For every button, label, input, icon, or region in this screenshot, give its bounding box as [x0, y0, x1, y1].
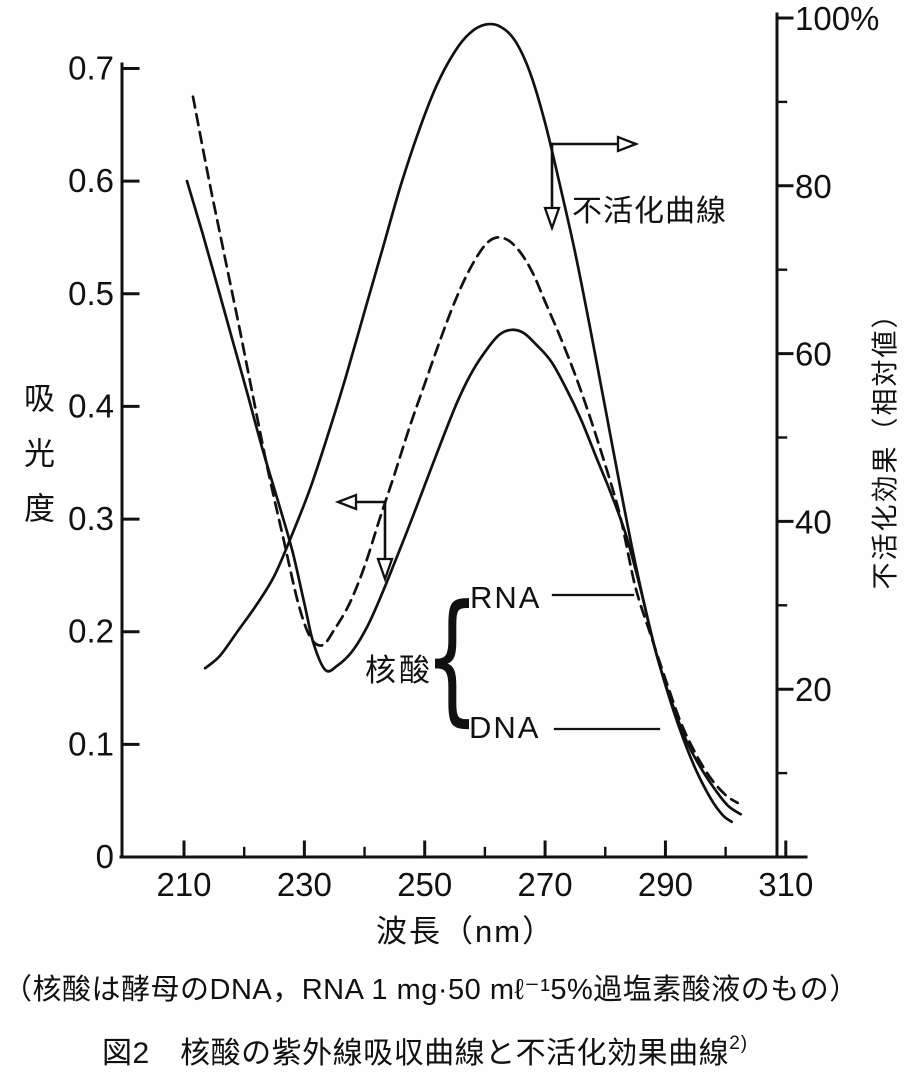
- inactivation-curve-label: 不活化曲線: [572, 195, 727, 228]
- y-left-tick-label: 0.1: [68, 725, 114, 762]
- dna-label: DNA: [469, 710, 541, 745]
- x-tick-label: 210: [156, 866, 211, 903]
- x-tick-label: 310: [758, 866, 813, 903]
- y-left-tick-label: 0.3: [68, 500, 114, 537]
- x-tick-label: 250: [397, 866, 452, 903]
- y-right-axis-title: 不活化効果（相対値）: [870, 299, 901, 590]
- figure-caption-text: 図2 核酸の紫外線吸収曲線と不活化効果曲線: [102, 1037, 730, 1070]
- absorbance-down-arrowhead: [376, 557, 394, 583]
- y-right-tick-label: 40: [795, 503, 832, 540]
- y-right-tick-label: 20: [795, 671, 832, 708]
- y-right-tick-label: 80: [795, 168, 832, 205]
- y-left-tick-label: 0.2: [68, 613, 114, 650]
- inactivation-right-arrowhead: [616, 135, 640, 153]
- y-right-tick-label: 100%: [795, 0, 879, 37]
- inactivation-down-arrowhead: [543, 206, 561, 232]
- x-axis-title: 波長（nm）: [376, 914, 556, 949]
- x-tick-label: 290: [638, 866, 693, 903]
- y-left-tick-label: 0.5: [68, 275, 114, 312]
- x-tick-label: 230: [277, 866, 332, 903]
- y-left-tick-label: 0: [96, 838, 114, 875]
- rna-curve: [191, 95, 740, 805]
- rna-label: RNA: [470, 580, 542, 615]
- y-left-axis-title: 吸光度: [19, 382, 54, 547]
- y-left-tick-label: 0.7: [68, 49, 114, 86]
- figure-note: （核酸は酵母のDNA，RNA 1 mg·50 mℓ⁻¹5%過塩素酸液のもの）: [3, 974, 859, 1006]
- nucleic-acid-brace: {: [424, 575, 481, 740]
- y-right-tick-label: 60: [795, 336, 832, 373]
- nucleic-acid-label: 核酸: [365, 653, 433, 688]
- figure-caption: 図2 核酸の紫外線吸収曲線と不活化効果曲線2): [102, 1028, 748, 1072]
- dna-curve: [185, 179, 743, 816]
- figure-caption-reference: 2): [729, 1033, 749, 1054]
- absorbance-left-arrowhead: [334, 493, 358, 511]
- y-left-tick-label: 0.4: [68, 387, 114, 424]
- x-tick-label: 270: [518, 866, 573, 903]
- y-left-tick-label: 0.6: [68, 162, 114, 199]
